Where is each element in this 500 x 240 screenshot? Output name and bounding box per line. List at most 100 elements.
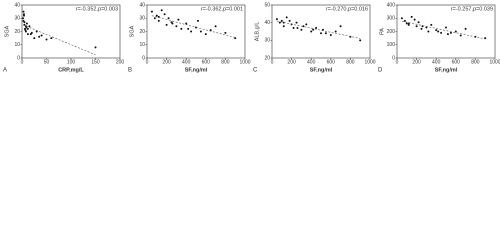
- point: [278, 21, 281, 24]
- point: [420, 27, 423, 30]
- point: [33, 37, 36, 40]
- point: [280, 19, 283, 22]
- annotation: r=-0.270,p=0.016: [326, 6, 368, 12]
- annotation: r=-0.352,p=0.003: [76, 6, 118, 12]
- y-tick-label: 40: [139, 2, 145, 8]
- panel-label: C: [253, 68, 258, 74]
- point: [310, 30, 313, 33]
- x-tick-label: 0: [396, 59, 399, 65]
- point: [214, 25, 217, 28]
- x-tick-label: 200: [116, 59, 125, 65]
- panel-label: D: [378, 68, 383, 74]
- point: [224, 31, 227, 34]
- x-tick-label: 400: [432, 59, 441, 65]
- point: [167, 17, 170, 20]
- plot-frame: [396, 4, 496, 59]
- x-tick-label: 200: [162, 59, 171, 65]
- x-tick-label: 200: [412, 59, 421, 65]
- y-tick-label: 20: [14, 29, 20, 35]
- x-tick-label: 1000: [364, 59, 375, 65]
- point: [300, 28, 303, 31]
- point: [292, 26, 295, 29]
- point: [329, 34, 332, 37]
- x-tick-label: 1000: [489, 59, 500, 65]
- point: [440, 31, 443, 34]
- point: [175, 25, 178, 28]
- x-axis-label: SF,ng/ml: [185, 67, 208, 73]
- point: [22, 13, 25, 16]
- y-tick-label: 10: [139, 42, 145, 48]
- point: [190, 30, 193, 33]
- point: [321, 28, 324, 31]
- point: [449, 31, 452, 34]
- y-tick-label: 30: [14, 16, 20, 22]
- point: [334, 30, 337, 33]
- point: [435, 29, 438, 32]
- x-tick-label: 200: [287, 59, 296, 65]
- y-axis-label: SGA: [129, 25, 135, 37]
- x-tick-label: 100: [67, 59, 76, 65]
- point: [417, 21, 420, 24]
- point: [40, 34, 43, 37]
- point: [275, 18, 278, 21]
- annotation: r=-0.257,p=0.039: [451, 6, 493, 12]
- point: [454, 30, 457, 33]
- y-tick-label: 200: [387, 29, 396, 35]
- point: [21, 17, 24, 20]
- point: [413, 18, 416, 21]
- y-tick-label: 30: [264, 38, 270, 44]
- x-tick-label: 400: [182, 59, 191, 65]
- point: [153, 17, 156, 20]
- x-tick-label: 600: [452, 59, 461, 65]
- y-tick-label: 10: [14, 42, 20, 48]
- y-tick-label: 40: [14, 2, 20, 8]
- point: [315, 26, 318, 29]
- y-tick-label: 400: [387, 2, 396, 8]
- x-tick-label: 600: [202, 59, 211, 65]
- point: [25, 22, 28, 25]
- point: [29, 33, 32, 36]
- y-axis-label: SGA: [4, 25, 10, 37]
- x-tick-label: 600: [327, 59, 336, 65]
- panel-label: B: [128, 68, 132, 74]
- point: [425, 26, 428, 29]
- point: [24, 29, 27, 32]
- point: [180, 27, 183, 30]
- point: [157, 19, 160, 22]
- x-tick-label: 800: [346, 59, 355, 65]
- point: [165, 23, 168, 26]
- point: [171, 22, 174, 25]
- point: [437, 30, 440, 33]
- x-tick-label: 400: [307, 59, 316, 65]
- plot-frame: [146, 4, 246, 59]
- y-tick-label: 0: [392, 55, 395, 61]
- x-axis-label: CRP,mg/L: [58, 67, 84, 73]
- point: [459, 34, 462, 37]
- y-tick-label: 50: [264, 2, 270, 8]
- point: [403, 19, 406, 22]
- point: [94, 46, 97, 49]
- point: [199, 30, 202, 33]
- point: [407, 22, 410, 25]
- y-tick-label: 100: [387, 42, 396, 48]
- x-axis-label: SF,ng/ml: [310, 67, 333, 73]
- point: [312, 28, 315, 31]
- point: [155, 14, 158, 17]
- point: [187, 27, 190, 30]
- y-axis-label: ALB,g/L: [254, 22, 260, 42]
- y-axis-label: PA: [379, 28, 385, 35]
- x-tick-label: 800: [471, 59, 480, 65]
- point: [50, 37, 53, 40]
- point: [209, 29, 212, 32]
- point: [26, 33, 29, 36]
- point: [296, 26, 299, 29]
- point: [26, 27, 29, 30]
- x-tick-label: 800: [221, 59, 230, 65]
- point: [23, 21, 26, 24]
- point: [405, 22, 408, 25]
- plot-frame: [271, 4, 371, 59]
- annotation: r=-0.362,p=0.001: [201, 6, 243, 12]
- point: [339, 25, 342, 28]
- point: [45, 38, 48, 41]
